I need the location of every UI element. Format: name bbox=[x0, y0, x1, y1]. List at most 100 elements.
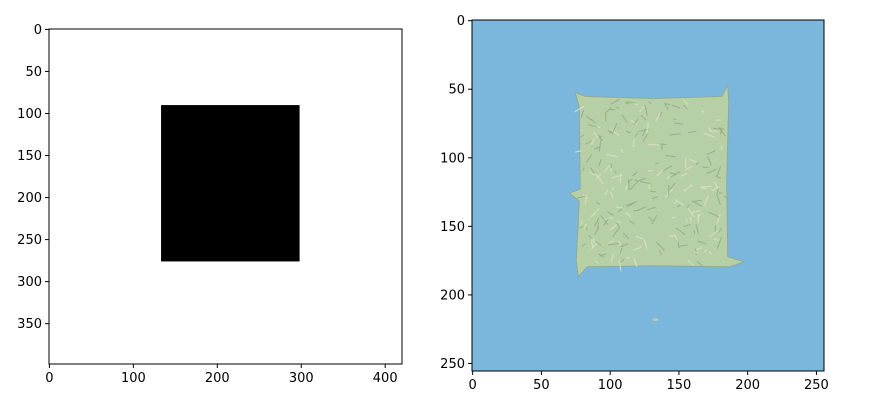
terrain-ridge bbox=[609, 128, 620, 137]
terrain-ridge bbox=[574, 105, 585, 113]
terrain-ridge bbox=[665, 154, 676, 158]
terrain-ridge bbox=[651, 195, 658, 200]
terrain-ridge bbox=[669, 182, 676, 191]
terrain-ridge bbox=[607, 211, 614, 216]
terrain-ridge bbox=[584, 194, 588, 205]
terrain-ridge bbox=[638, 177, 646, 182]
terrain-ridge bbox=[603, 189, 609, 196]
terrain-ridge bbox=[629, 119, 638, 126]
mask-y-tick-label: 50 bbox=[25, 65, 42, 80]
terrain-ridge bbox=[697, 213, 702, 218]
terrain-ridge bbox=[664, 104, 669, 111]
terrain-ridge bbox=[620, 148, 624, 154]
mask-y-tick-label: 150 bbox=[17, 149, 42, 164]
terrain-ridge bbox=[694, 248, 697, 255]
terrain-ridge bbox=[715, 118, 722, 122]
terrain-ridge bbox=[611, 123, 618, 135]
terrain-ridge bbox=[585, 227, 588, 231]
terrain-ridge bbox=[589, 171, 596, 177]
terrain-ridge bbox=[716, 213, 721, 225]
terrain-ridge bbox=[598, 139, 602, 152]
terrain-ridge bbox=[646, 206, 656, 211]
terrain-ridge bbox=[633, 102, 639, 106]
terrain-ridge bbox=[594, 146, 601, 151]
terrain-ridge bbox=[648, 184, 651, 189]
terrain-ridge bbox=[608, 242, 620, 246]
terrain-ridge bbox=[715, 175, 722, 180]
terrain-ridge bbox=[598, 159, 602, 167]
terrain-ridge bbox=[621, 114, 628, 123]
terrain-ridge bbox=[642, 132, 649, 143]
terrain-ridge bbox=[718, 227, 723, 233]
mask-y-tick-label: 250 bbox=[17, 233, 42, 248]
mask-y-tick-label: 0 bbox=[34, 23, 42, 38]
terrain-ridge bbox=[659, 143, 667, 146]
terrain-ridge bbox=[691, 209, 701, 214]
terrain-ridge bbox=[673, 233, 678, 240]
terrain-ridge bbox=[610, 163, 613, 168]
terrain-ridge bbox=[594, 217, 600, 227]
terrain-ridge bbox=[716, 165, 722, 177]
terrain-ridge bbox=[610, 168, 612, 172]
terrain-x-tick-label: 250 bbox=[804, 378, 829, 393]
terrain-ridge bbox=[674, 122, 684, 125]
terrain-ridge bbox=[631, 171, 638, 177]
terrain-ridge bbox=[624, 102, 629, 105]
terrain-ridge bbox=[677, 204, 681, 208]
terrain-ridge bbox=[656, 241, 665, 251]
terrain-ridge bbox=[710, 185, 721, 192]
terrain-y-axis: 0 50 100 150 200 250 bbox=[440, 14, 472, 372]
terrain-ridge bbox=[682, 99, 689, 105]
terrain-ridge bbox=[703, 195, 710, 207]
terrain-ridge bbox=[704, 248, 708, 253]
terrain-ridge bbox=[689, 158, 697, 163]
terrain-ridge bbox=[687, 208, 695, 218]
terrain-ridge bbox=[591, 242, 598, 250]
terrain-ridge bbox=[616, 220, 621, 224]
terrain-ridge bbox=[701, 185, 712, 188]
terrain-ridge bbox=[723, 195, 728, 199]
terrain-x-tick-label: 150 bbox=[667, 378, 692, 393]
terrain-ridge bbox=[641, 129, 646, 137]
terrain-ridge bbox=[596, 201, 601, 205]
terrain-ridge bbox=[695, 162, 700, 166]
terrain-y-tick-label: 200 bbox=[440, 288, 465, 303]
terrain-ridge bbox=[594, 227, 599, 235]
mask-y-tick-label: 100 bbox=[17, 107, 42, 122]
terrain-ridge bbox=[578, 225, 584, 229]
terrain-ridge bbox=[693, 230, 696, 235]
terrain-ridge bbox=[616, 206, 624, 209]
mask-x-tick-label: 0 bbox=[45, 371, 53, 386]
mask-x-axis: 0 100 200 300 400 bbox=[45, 364, 398, 386]
terrain-ridge bbox=[609, 240, 614, 244]
mask-x-tick-label: 100 bbox=[121, 371, 146, 386]
mask-marks bbox=[161, 105, 300, 262]
terrain-ridge bbox=[655, 112, 661, 122]
terrain-ridge bbox=[594, 260, 599, 265]
terrain-ridge bbox=[580, 109, 585, 119]
terrain-y-tick-label: 150 bbox=[440, 220, 465, 235]
terrain-ridge bbox=[583, 223, 587, 230]
terrain-ridge bbox=[574, 150, 582, 153]
terrain-ridge bbox=[651, 214, 658, 225]
terrain-ridge bbox=[658, 250, 663, 255]
terrain-ridge bbox=[671, 104, 681, 109]
terrain-ridge bbox=[590, 167, 595, 174]
terrain-ridge bbox=[659, 111, 663, 117]
mask-panel: 0 100 200 300 400 0 50 100 150 200 250 300 350 bbox=[17, 23, 403, 386]
terrain-ridge bbox=[606, 153, 618, 158]
terrain-ridge bbox=[696, 260, 703, 267]
terrain-ridge bbox=[633, 246, 643, 251]
terrain-ridge bbox=[627, 178, 633, 184]
terrain-ridge bbox=[588, 234, 592, 240]
terrain-ridge bbox=[689, 217, 692, 223]
mask-rectangle bbox=[161, 105, 300, 262]
terrain-ridge bbox=[590, 208, 600, 218]
terrain-ridge bbox=[628, 220, 636, 225]
terrain-ridge bbox=[685, 165, 693, 171]
terrain-ridge bbox=[611, 174, 623, 179]
terrain-x-tick-label: 200 bbox=[735, 378, 760, 393]
terrain-ridge bbox=[618, 259, 622, 272]
terrain-ridge bbox=[681, 172, 688, 178]
terrain-ridge bbox=[594, 240, 602, 247]
